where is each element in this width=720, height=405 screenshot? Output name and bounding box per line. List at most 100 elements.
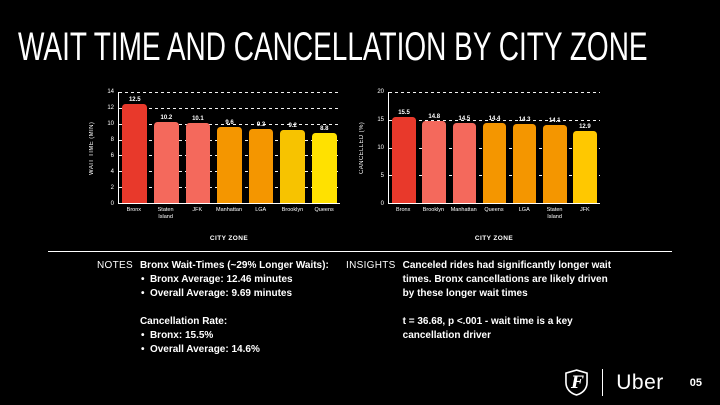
y-tick-label: 2 <box>110 185 114 191</box>
insight-paragraph: Canceled rides had significantly longer … <box>402 260 612 299</box>
bar-value-label: 15.5 <box>398 109 410 116</box>
y-axis-ticks: 0 2 4 6 8 10 12 14 <box>98 89 118 207</box>
bar-value-label: 9.3 <box>256 122 266 129</box>
bar-staten-island <box>154 122 179 203</box>
bar-value-label: 10.2 <box>160 115 173 122</box>
y-tick-label: 10 <box>377 145 384 151</box>
notes-label: NOTES <box>97 260 133 271</box>
x-tick-label: JFK <box>579 207 590 213</box>
bar-value-label: 8.8 <box>320 126 329 133</box>
bar-lga <box>248 129 274 203</box>
note-section: Bronx Wait-Times (~29% Longer Waits): Bro… <box>140 259 350 301</box>
bar-slot: 14.1 <box>540 92 570 203</box>
note-bullet: Overall Average: 14.6% <box>140 343 350 357</box>
gridline <box>389 92 600 93</box>
note-section: Cancellation Rate: Bronx: 15.5%Overall Av… <box>140 315 350 357</box>
y-tick-label: 14 <box>107 89 114 95</box>
note-bullet: Bronx Average: 12.46 minutes <box>140 273 350 287</box>
x-axis-labels: Bronx Staten Island JFK Manhattan LGA Brookly… <box>118 204 340 228</box>
x-tick-label: LGA <box>518 207 530 213</box>
x-tick-label: JFK <box>192 207 203 213</box>
insights-content: Canceled rides had significantly longer … <box>403 259 621 357</box>
uber-wordmark: Uber <box>616 370 664 394</box>
note-bullet: Overall Average: 9.69 minutes <box>140 287 350 301</box>
x-tick-label: Queens <box>314 207 334 213</box>
bar-bronx <box>392 116 416 203</box>
bar-slot: 9.3 <box>245 92 277 203</box>
notes-content: Bronx Wait-Times (~29% Longer Waits): Bro… <box>140 259 350 357</box>
x-axis-title: CITY ZONE <box>209 235 249 242</box>
bar-queens <box>482 123 507 203</box>
x-tick-label: Brooklyn <box>422 207 445 213</box>
bar-slot: 15.5 <box>389 92 419 203</box>
bar-slot: 14.4 <box>479 92 509 203</box>
bar-brooklyn <box>280 130 305 203</box>
insights-section: INSIGHTS Canceled rides had significantl… <box>346 259 621 357</box>
wait-time-bar-chart: WAIT TIME (MIN) 0 2 4 6 8 10 12 14 12.5 10.2 10.1… <box>86 89 340 242</box>
footer: F Uber 05 <box>565 369 702 396</box>
x-tick-label: Staten Island <box>157 207 174 221</box>
note-list: Bronx: 15.5%Overall Average: 14.6% <box>140 329 350 357</box>
x-tick-label: Manhattan <box>216 207 243 213</box>
x-tick-label: LGA <box>255 207 267 213</box>
y-tick-label: 5 <box>380 173 384 179</box>
y-tick-label: 8 <box>110 137 114 143</box>
y-axis-label: CANCELLED (%) <box>359 121 365 175</box>
bar-lga <box>512 123 537 203</box>
page-number: 05 <box>689 376 702 389</box>
bar-value-label: 12.9 <box>579 124 591 131</box>
note-heading: Cancellation Rate: <box>139 316 228 327</box>
bar-value-label: 9.2 <box>288 123 297 130</box>
y-tick-label: 0 <box>110 201 114 207</box>
section-divider <box>48 251 672 252</box>
bar-slot: 14.5 <box>449 92 479 203</box>
x-axis-title: CITY ZONE <box>474 235 514 242</box>
x-tick-label: Staten Island <box>546 207 563 221</box>
note-bullet: Bronx: 15.5% <box>140 329 350 343</box>
fraternity-shield-logo-icon: F <box>565 369 589 396</box>
bar-slot: 12.9 <box>570 92 600 203</box>
bar-value-label: 14.8 <box>428 113 441 120</box>
y-tick-label: 6 <box>110 153 114 159</box>
bar-staten-island <box>543 124 567 203</box>
bar-slot: 9.2 <box>277 92 309 203</box>
note-list: Bronx Average: 12.46 minutesOverall Aver… <box>140 273 350 301</box>
bars-row: 12.5 10.2 10.1 9.6 9.3 9.2 8.8 <box>119 92 340 203</box>
y-axis-ticks: 0 5 10 15 20 <box>368 89 388 207</box>
bar-brooklyn <box>422 120 446 203</box>
y-tick-label: 0 <box>380 201 384 207</box>
bar-value-label: 14.4 <box>488 116 501 123</box>
insights-label: INSIGHTS <box>346 260 396 271</box>
bar-jfk <box>185 122 211 203</box>
bar-slot: 12.5 <box>119 92 151 203</box>
y-tick-label: 10 <box>107 121 114 127</box>
y-tick-label: 20 <box>377 89 384 95</box>
y-tick-label: 4 <box>110 169 114 175</box>
plot-area: 15.5 14.8 14.5 14.4 14.3 14.1 12.9 <box>388 92 600 204</box>
bar-value-label: 14.5 <box>458 115 471 122</box>
gridline <box>119 107 340 109</box>
x-tick-label: Queens <box>484 207 504 213</box>
slide-title: WAIT TIME AND CANCELLATION BY CITY ZONE <box>18 25 648 69</box>
gridline <box>389 119 600 121</box>
gridline <box>119 92 340 93</box>
bar-manhattan <box>452 122 477 203</box>
y-tick-label: 15 <box>377 117 384 123</box>
bar-slot: 8.8 <box>308 92 340 203</box>
note-heading: Bronx Wait-Times (~29% Longer Waits): <box>139 260 329 271</box>
bar-jfk <box>573 131 597 203</box>
svg-text:F: F <box>570 373 584 392</box>
bar-slot: 10.2 <box>151 92 183 203</box>
gridline <box>119 123 340 125</box>
x-axis-labels: Bronx Brooklyn Manhattan Queens LGA Staten Is… <box>388 204 600 228</box>
bar-slot: 9.6 <box>214 92 246 203</box>
bar-slot: 14.8 <box>419 92 449 203</box>
x-tick-label: Bronx <box>126 207 142 213</box>
plot-area: 12.5 10.2 10.1 9.6 9.3 9.2 8.8 <box>118 92 340 204</box>
cancellation-bar-chart: CANCELLED (%) 0 5 10 15 20 15.5 14.8 14.5 14.4 1… <box>356 89 600 242</box>
x-tick-label: Brooklyn <box>281 207 304 213</box>
bar-queens <box>311 133 337 203</box>
bar-value-label: 14.1 <box>548 117 561 124</box>
bar-value-label: 10.1 <box>192 115 204 122</box>
